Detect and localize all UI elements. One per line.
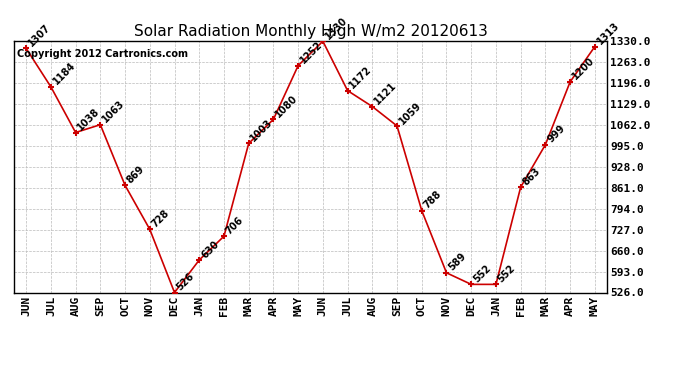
Text: 1252: 1252	[298, 39, 324, 66]
Title: Solar Radiation Monthly High W/m2 20120613: Solar Radiation Monthly High W/m2 201206…	[134, 24, 487, 39]
Text: 728: 728	[150, 208, 171, 230]
Text: 863: 863	[521, 166, 542, 187]
Text: 1063: 1063	[100, 99, 126, 124]
Text: 869: 869	[125, 164, 146, 185]
Text: 1313: 1313	[595, 20, 621, 46]
Text: 1121: 1121	[373, 80, 399, 106]
Text: 552: 552	[496, 263, 518, 284]
Text: 788: 788	[422, 189, 444, 211]
Text: Copyright 2012 Cartronics.com: Copyright 2012 Cartronics.com	[17, 49, 188, 59]
Text: 1184: 1184	[51, 61, 77, 87]
Text: 630: 630	[199, 238, 221, 260]
Text: 1200: 1200	[570, 56, 596, 82]
Text: 589: 589	[446, 251, 468, 273]
Text: 1059: 1059	[397, 100, 423, 126]
Text: 1003: 1003	[248, 117, 275, 144]
Text: 526: 526	[175, 271, 196, 292]
Text: 1038: 1038	[76, 106, 102, 132]
Text: 1307: 1307	[26, 22, 52, 48]
Text: 706: 706	[224, 215, 246, 236]
Text: 1172: 1172	[348, 64, 374, 91]
Text: 999: 999	[545, 123, 566, 145]
Text: 552: 552	[471, 263, 493, 284]
Text: 1080: 1080	[273, 93, 299, 119]
Text: 1330: 1330	[323, 15, 349, 41]
